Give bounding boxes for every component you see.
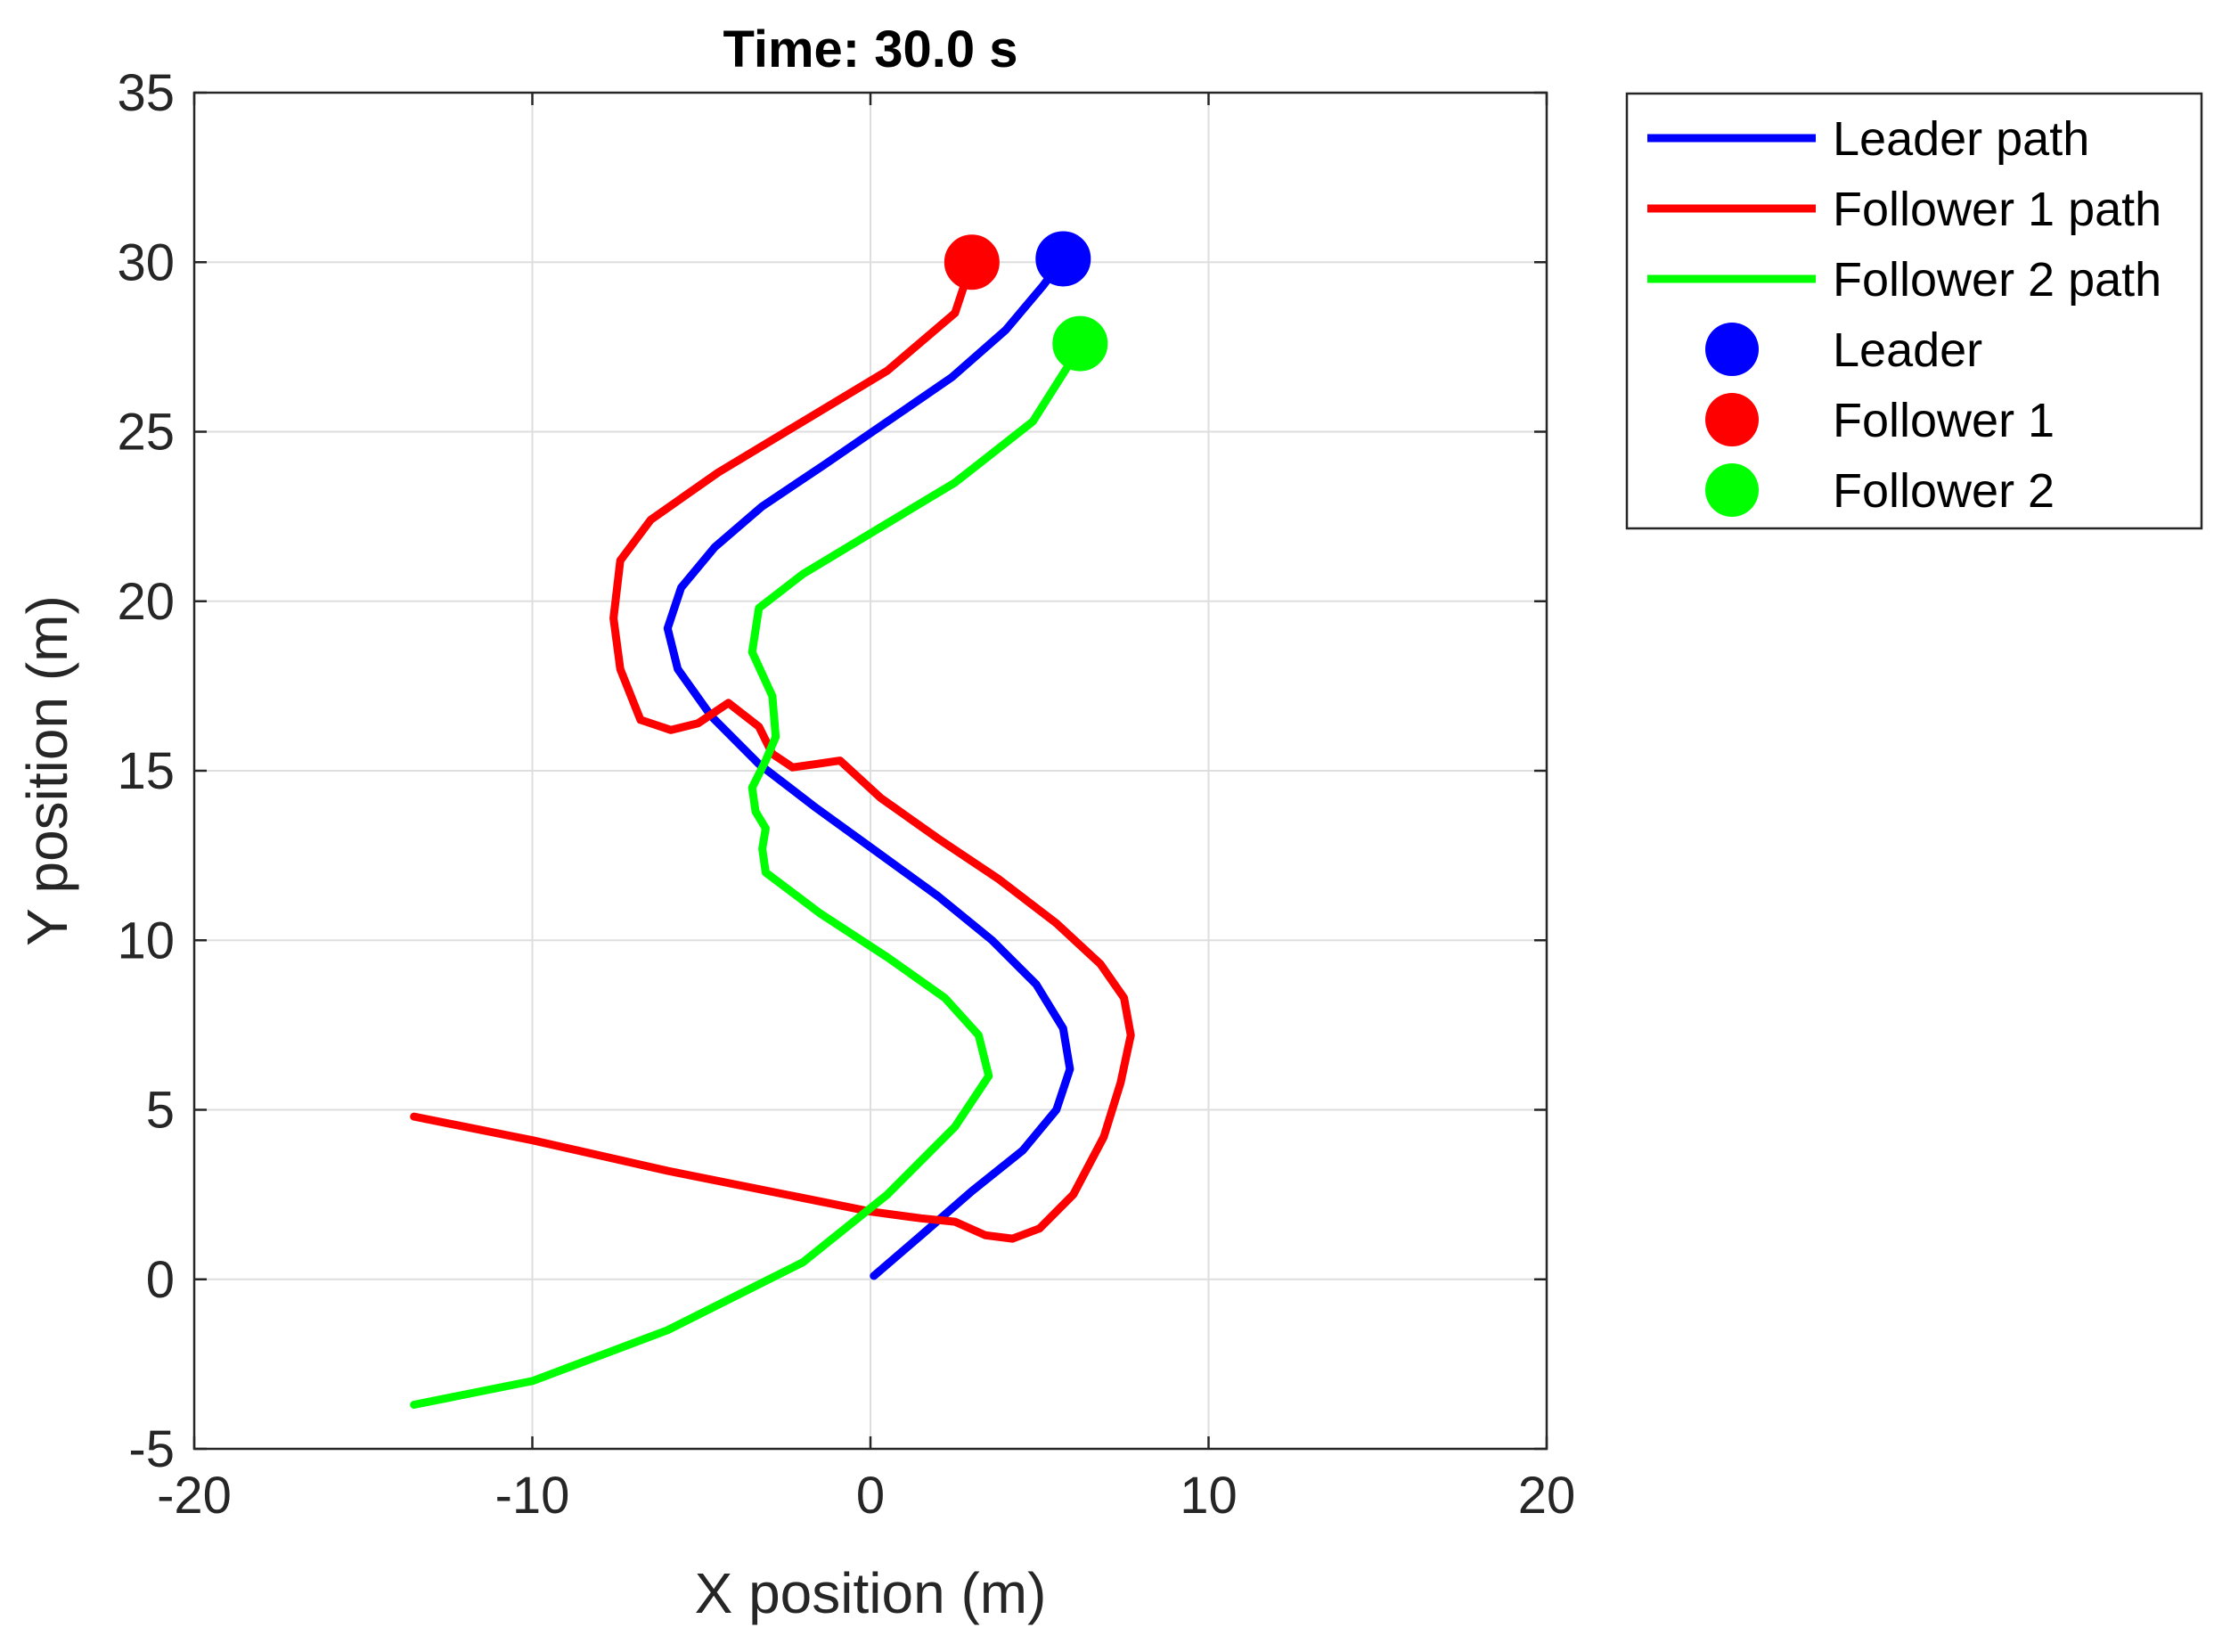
y-tick-label: 10: [117, 912, 175, 969]
follower-2-marker: [1052, 315, 1108, 372]
y-axis-label: Y position (m): [15, 595, 79, 946]
legend-box: [1625, 92, 2203, 530]
x-tick-labels: -20 -10 0 10 20: [157, 1467, 1575, 1525]
y-tick-label: 0: [146, 1251, 175, 1309]
tick-marks: [192, 91, 1548, 1451]
legend-entries: Leader path Follower 1 path Follower 2 pat…: [1647, 112, 2161, 518]
chart-title: Time: 30.0 s: [723, 20, 1017, 78]
x-axis-label: X position (m): [695, 1561, 1047, 1625]
leader-legend-label: Leader: [1833, 323, 1982, 377]
leader-path-line: [663, 254, 1074, 1280]
y-tick-labels: -5 0 5 10 15 20 25 30 35: [117, 64, 175, 1478]
grid-lines: [194, 93, 1547, 1449]
x-tick-label: 0: [856, 1467, 885, 1525]
y-tick-label: 15: [117, 742, 175, 800]
follower-1-marker: [944, 234, 1000, 290]
y-tick-label: 30: [117, 233, 175, 291]
leader-legend-swatch: [1705, 323, 1759, 376]
plot-area: [192, 91, 1548, 1451]
y-tick-label: 25: [117, 404, 175, 462]
follower-1-legend-swatch: [1705, 393, 1759, 446]
legend: Leader path Follower 1 path Follower 2 pat…: [1625, 92, 2203, 530]
series-lines: [410, 254, 1135, 1409]
x-tick-label: -10: [495, 1467, 570, 1525]
y-tick-label: 35: [117, 64, 175, 122]
leader-marker: [1035, 231, 1091, 287]
follower-1-path-line: [410, 258, 1135, 1243]
leader-path-legend-label: Leader path: [1833, 112, 2089, 166]
follower-2-legend-swatch: [1705, 463, 1759, 517]
x-tick-label: 10: [1180, 1467, 1238, 1525]
follower-2-path-line: [410, 342, 1084, 1409]
y-tick-label: 20: [117, 573, 175, 631]
marker-points: [944, 231, 1108, 372]
follower-1-path-legend-label: Follower 1 path: [1833, 183, 2161, 236]
follower-2-path-legend-label: Follower 2 path: [1833, 253, 2161, 307]
follower-1-legend-label: Follower 1: [1833, 394, 2055, 447]
follower-2-legend-label: Follower 2: [1833, 464, 2055, 518]
x-tick-label: 20: [1518, 1467, 1576, 1525]
x-tick-label: -20: [157, 1467, 232, 1525]
y-tick-label: 5: [146, 1082, 175, 1140]
y-tick-label: -5: [128, 1420, 175, 1478]
